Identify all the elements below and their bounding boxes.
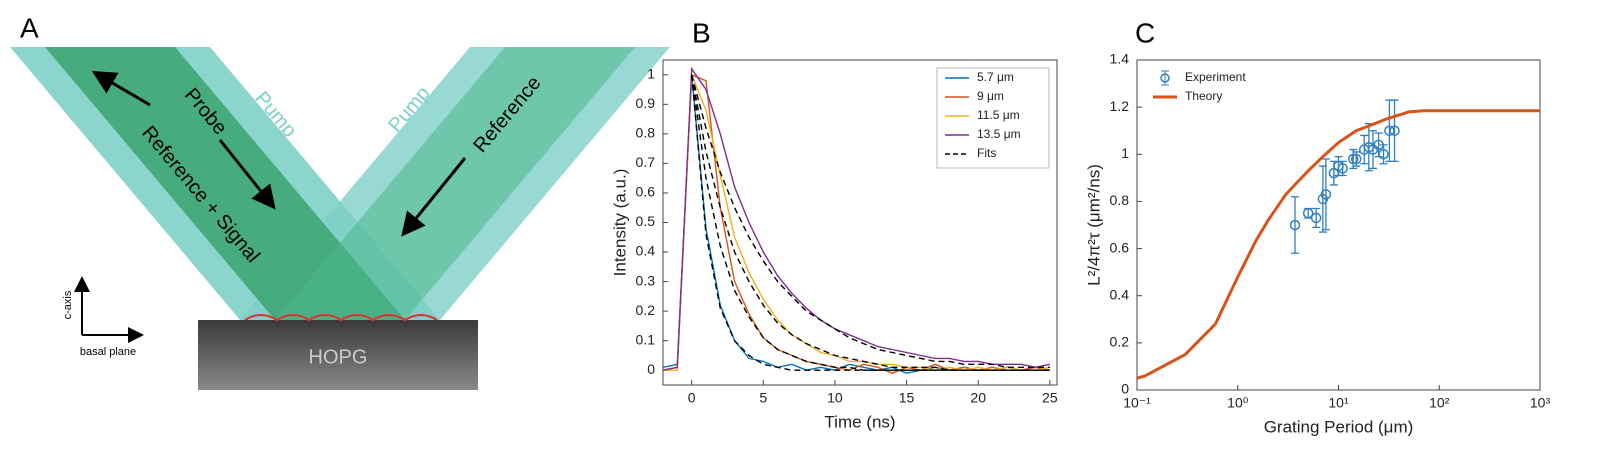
arrow	[91, 70, 151, 107]
x-tick-label: 15	[899, 390, 915, 406]
legend-label: Fits	[977, 146, 996, 160]
error-bar	[1390, 99, 1399, 163]
x-tick-label: 20	[970, 390, 986, 406]
error-bar	[1291, 196, 1299, 254]
y-tick-label: 0.4	[1110, 286, 1130, 302]
data-point	[1289, 219, 1301, 231]
panel-label: A	[20, 12, 39, 43]
x-tick-label: 10²	[1429, 395, 1450, 411]
y-tick-label: 0.9	[636, 95, 656, 111]
reference-beam	[275, 47, 635, 320]
plot-area	[663, 66, 1050, 374]
error-bar	[1379, 144, 1388, 165]
y-tick-label: 0.2	[1110, 334, 1130, 350]
chart: C 10⁻¹ 10⁰ 10¹ 10² 10³ 0 0.2 0.4 0.6 0.8 1 1.2 1.4 Gra…	[1084, 17, 1550, 436]
y-tick-label: 0	[647, 361, 655, 377]
error-bar	[1349, 148, 1358, 170]
surface-grating	[244, 314, 438, 322]
y-tick-label: 0.4	[636, 243, 656, 259]
legend-label: 11.5 μm	[977, 108, 1020, 122]
data-line	[1137, 109, 1540, 380]
x-tick-label: 5	[759, 390, 767, 406]
x-tick-label: 10³	[1530, 395, 1551, 411]
data-point	[1337, 163, 1348, 174]
panel-label: B	[692, 17, 711, 48]
data-line	[663, 66, 1050, 371]
probe-beam	[45, 47, 405, 320]
y-tick-label: 0.3	[636, 272, 656, 288]
y-tick-label: 0	[1121, 381, 1129, 397]
data-line	[663, 74, 1050, 371]
data-point	[1389, 125, 1400, 136]
y-tick-label: 0.6	[636, 184, 656, 200]
y-tick-label: 0.7	[636, 154, 656, 170]
data-point	[1384, 125, 1395, 136]
hopg-block	[198, 320, 478, 390]
x-tick-label: 0	[688, 390, 696, 406]
panel-a: A Pump Pump Probe Reference Reference + …	[10, 12, 670, 390]
x-tick-label: 25	[1042, 390, 1058, 406]
x-tick-label: 10⁻¹	[1123, 395, 1151, 411]
sample-label: HOPG	[309, 346, 368, 368]
legend-label: Theory	[1185, 89, 1222, 103]
legend-label: 13.5 μm	[977, 127, 1021, 141]
data-point	[1350, 153, 1362, 165]
y-tick-label: 1.2	[1110, 98, 1130, 114]
y-tick-label: 1.4	[1110, 51, 1130, 67]
y-tick-label: 0.1	[636, 331, 656, 347]
fit-line	[691, 74, 1050, 368]
panel-label: C	[1135, 17, 1155, 48]
y-tick-label: 0.8	[636, 125, 656, 141]
arrow	[218, 139, 276, 210]
y-axis-label: Intensity (a.u.)	[610, 169, 629, 277]
x-axis-label: Time (ns)	[824, 412, 895, 431]
y-tick-label: 0.6	[1110, 239, 1130, 255]
error-bar	[1369, 130, 1377, 170]
y-tick-label: 0.2	[636, 302, 656, 318]
data-point	[1310, 212, 1322, 224]
y-tick-label: 0.8	[1110, 192, 1130, 208]
legend-label: Experiment	[1185, 70, 1246, 84]
error-bar	[1312, 207, 1321, 229]
legend-swatch	[1160, 73, 1170, 83]
plot-area	[1137, 99, 1540, 380]
chart: B 0 5 10 15 20 25 0 0.1 0.2 0.3 0.4 0.5 0.6 0.7 0.8 0.9 1…	[610, 17, 1057, 431]
error-bar	[1321, 158, 1330, 231]
data-point	[1302, 207, 1314, 219]
y-axis-label: L²/4π²τ (μm²/ns)	[1084, 164, 1103, 286]
x-tick-label: 10	[827, 390, 843, 406]
axis-label: basal plane	[80, 346, 136, 358]
y-tick-label: 1	[1121, 145, 1129, 161]
x-tick-label: 10¹	[1328, 395, 1349, 411]
y-tick-label: 0.5	[636, 213, 656, 229]
legend-swatch	[1161, 70, 1169, 86]
legend-label: 9 μm	[977, 89, 1004, 103]
axis-label: c-axis	[62, 290, 74, 319]
legend-label: 5.7 μm	[977, 70, 1014, 84]
fit-line	[691, 74, 1050, 371]
fit-line	[691, 74, 1050, 371]
arrow	[401, 157, 467, 237]
data-point	[1347, 153, 1359, 165]
legend-box	[936, 67, 1050, 169]
y-tick-label: 1	[647, 65, 655, 81]
data-point	[1378, 149, 1389, 160]
data-point	[1320, 189, 1332, 200]
x-tick-label: 10⁰	[1227, 395, 1249, 411]
x-axis-label: Grating Period (μm)	[1264, 417, 1414, 436]
